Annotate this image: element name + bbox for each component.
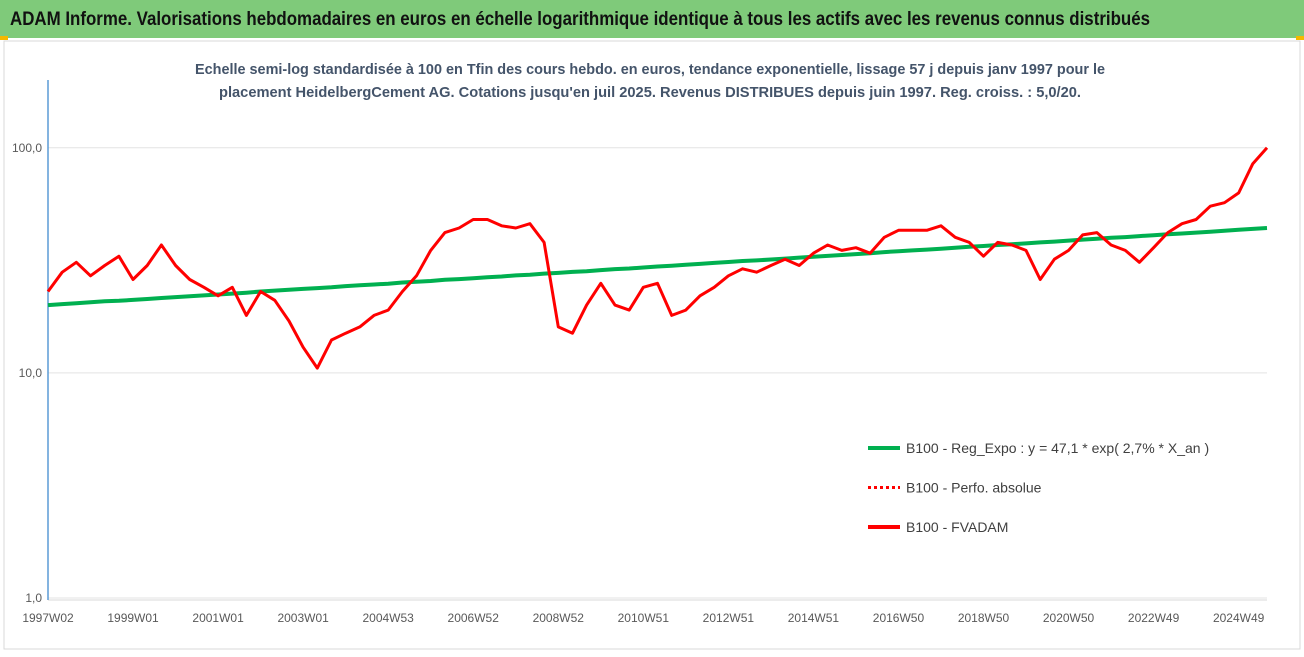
chart-subtitle: placement HeidelbergCement AG. Cotations… [219,84,1081,101]
y-tick-label: 10,0 [19,366,43,380]
x-tick-label: 2024W49 [1213,611,1265,625]
series-line [46,146,1269,370]
y-tick-label: 100,0 [12,141,42,155]
grid: 1,0 10,0 100,0 1997W02 1999W01 2001W01 2003W01… [12,141,1267,625]
header-bar [0,0,1304,38]
chart-subtitle: Echelle semi-log standardisée à 100 en T… [195,61,1105,78]
x-tick-label: 2014W51 [788,611,840,625]
series-group [46,146,1269,370]
x-tick-label: 2010W51 [618,611,670,625]
x-tick-label: 2006W52 [448,611,500,625]
x-tick-label: 2016W50 [873,611,925,625]
x-tick-label: 2020W50 [1043,611,1095,625]
x-tick-label: 1997W02 [22,611,74,625]
legend: B100 - Reg_Expo : y = 47,1 * exp( 2,7% *… [868,440,1209,535]
legend-label: B100 - FVADAM [906,519,1008,535]
x-tick-label: 2001W01 [192,611,244,625]
corner-mark [1296,36,1304,40]
x-tick-label: 2012W51 [703,611,755,625]
x-tick-label: 2003W01 [277,611,329,625]
plot-frame [3,40,1301,650]
legend-label: B100 - Reg_Expo : y = 47,1 * exp( 2,7% *… [906,440,1209,456]
x-tick-label: 2004W53 [362,611,414,625]
legend-label: B100 - Perfo. absolue [906,480,1042,496]
x-tick-label: 1999W01 [107,611,159,625]
chart-title: ADAM Informe. Valorisations hebdomadaire… [10,9,1150,30]
series-line [47,226,1268,308]
x-tick-label: 2018W50 [958,611,1010,625]
corner-mark [0,36,8,40]
x-tick-label: 2008W52 [533,611,585,625]
y-tick-label: 1,0 [25,591,42,605]
x-tick-label: 2022W49 [1128,611,1180,625]
